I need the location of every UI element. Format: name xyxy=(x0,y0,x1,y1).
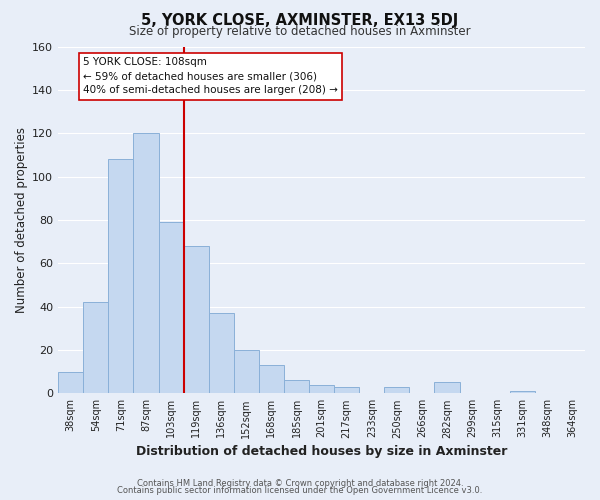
X-axis label: Distribution of detached houses by size in Axminster: Distribution of detached houses by size … xyxy=(136,444,507,458)
Text: Size of property relative to detached houses in Axminster: Size of property relative to detached ho… xyxy=(129,25,471,38)
Text: Contains public sector information licensed under the Open Government Licence v3: Contains public sector information licen… xyxy=(118,486,482,495)
Text: 5 YORK CLOSE: 108sqm
← 59% of detached houses are smaller (306)
40% of semi-deta: 5 YORK CLOSE: 108sqm ← 59% of detached h… xyxy=(83,58,338,96)
Bar xyxy=(284,380,309,394)
Bar xyxy=(309,384,334,394)
Bar xyxy=(334,387,359,394)
Bar xyxy=(109,159,133,394)
Bar xyxy=(259,365,284,394)
Bar xyxy=(234,350,259,394)
Y-axis label: Number of detached properties: Number of detached properties xyxy=(15,127,28,313)
Bar xyxy=(158,222,184,394)
Text: Contains HM Land Registry data © Crown copyright and database right 2024.: Contains HM Land Registry data © Crown c… xyxy=(137,478,463,488)
Bar xyxy=(184,246,209,394)
Bar xyxy=(510,391,535,394)
Text: 5, YORK CLOSE, AXMINSTER, EX13 5DJ: 5, YORK CLOSE, AXMINSTER, EX13 5DJ xyxy=(142,12,458,28)
Bar xyxy=(434,382,460,394)
Bar xyxy=(384,387,409,394)
Bar xyxy=(58,372,83,394)
Bar xyxy=(83,302,109,394)
Bar xyxy=(209,313,234,394)
Bar xyxy=(133,133,158,394)
